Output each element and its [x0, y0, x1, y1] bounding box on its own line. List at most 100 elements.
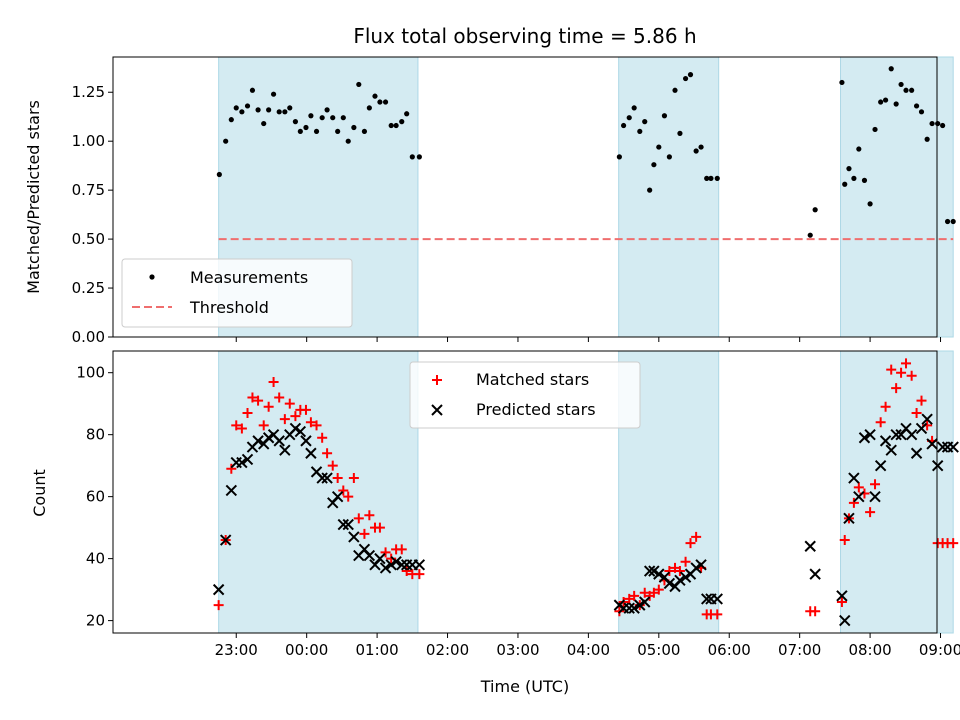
predicted-star-point [711, 593, 723, 605]
predicted-star-point [236, 456, 248, 469]
matched-star-point [300, 404, 311, 415]
measurement-point [878, 99, 884, 105]
measurement-point [935, 120, 941, 127]
measurement-point [708, 175, 714, 181]
measurement-point [266, 107, 272, 113]
measurement-point [287, 105, 293, 111]
y-tick-label: 100 [76, 364, 105, 382]
predicted-star-point [342, 518, 354, 531]
predicted-star-point [700, 593, 713, 605]
axes-frame [112, 350, 938, 634]
measurement-point [372, 93, 378, 99]
measurement-point [330, 115, 336, 121]
predicted-star-point [212, 583, 225, 596]
predicted-star-point [225, 484, 238, 497]
legend-predicted-marker [431, 404, 443, 416]
matched-star-point [364, 510, 375, 521]
matched-star-point [916, 395, 927, 406]
measurement-point [704, 175, 710, 181]
predicted-star-point [910, 447, 923, 459]
legend-measurements-marker [149, 274, 155, 280]
measurement-point [255, 107, 261, 113]
matched-star-point [891, 383, 902, 394]
predicted-star-point [639, 596, 651, 608]
measurement-point [244, 103, 251, 109]
matched-star-point [396, 544, 407, 555]
legend-predicted-label: Predicted stars [476, 400, 596, 419]
matched-star-point [629, 590, 640, 601]
matched-star-point [880, 401, 891, 412]
predicted-star-point [316, 472, 328, 484]
y-tick-label: 0.00 [72, 328, 105, 346]
matched-star-point [213, 600, 224, 611]
predicted-star-point [809, 568, 821, 580]
matched-star-point [911, 407, 922, 418]
matched-star-point [311, 420, 322, 431]
measurement-point [898, 81, 904, 88]
y-tick-label: 20 [86, 612, 105, 630]
predicted-star-point [936, 441, 949, 453]
measurement-point [276, 109, 282, 115]
x-tick-label: 06:00 [708, 641, 751, 659]
matched-star-point [268, 376, 279, 387]
matched-star-point [290, 411, 301, 422]
legend-threshold-label: Threshold [189, 298, 269, 317]
measurement-point [382, 99, 389, 105]
bottom-panel: 23:00 00:00 01:00 02:00 03:00 04:00 05:00 06:00… [76, 350, 960, 659]
predicted-star-point [374, 552, 386, 565]
y-tick-label: 0.50 [72, 230, 105, 248]
predicted-star-point [396, 559, 408, 571]
measurement-point [861, 177, 868, 183]
measurement-point [867, 201, 873, 207]
predicted-star-point [915, 422, 928, 435]
measurement-point [631, 105, 637, 111]
measurement-point [324, 107, 330, 113]
matched-star-point [247, 392, 258, 403]
measurement-point [918, 109, 925, 115]
observing-window [618, 56, 720, 338]
predicted-star-point [931, 459, 944, 472]
x-tick-label: 23:00 [215, 641, 258, 659]
measurement-point [656, 144, 662, 150]
predicted-star-point [921, 413, 933, 425]
matched-star-point [886, 364, 897, 375]
matched-star-point [226, 463, 237, 474]
matched-star-point [414, 569, 425, 580]
predicted-star-point [413, 559, 426, 571]
predicted-star-point [864, 428, 876, 441]
predicted-star-point [858, 432, 871, 444]
measurement-point [239, 109, 245, 115]
measurement-point [228, 117, 234, 123]
matched-star-point [231, 420, 242, 431]
predicted-star-point [874, 459, 887, 472]
measurement-point [714, 175, 720, 181]
measurement-point [913, 103, 920, 109]
measurement-point [672, 87, 678, 93]
matched-star-point [322, 448, 333, 459]
chart-title: Flux total observing time = 5.86 h [353, 24, 696, 48]
x-tick-label: 04:00 [567, 641, 610, 659]
y-tick-label: 1.00 [72, 132, 105, 150]
predicted-star-point [643, 565, 656, 577]
predicted-star-point [885, 444, 897, 456]
top-legend [121, 258, 353, 328]
x-tick-label: 05:00 [637, 641, 680, 659]
measurement-point [345, 138, 351, 144]
matched-star-point [865, 507, 876, 518]
matched-star-point [258, 420, 269, 431]
measurement-point [399, 119, 405, 125]
matched-star-point [839, 535, 850, 546]
predicted-star-point [241, 453, 254, 466]
measurement-point [851, 175, 857, 181]
predicted-star-point [926, 438, 938, 450]
measurement-point [292, 119, 299, 125]
matched-star-point [284, 398, 295, 409]
measurement-point [233, 105, 239, 111]
predicted-star-point [348, 531, 360, 543]
measurement-point [261, 120, 267, 127]
measurement-point [893, 101, 899, 107]
matched-star-point [810, 606, 821, 617]
measurement-point [661, 113, 668, 119]
measurement-point [308, 113, 314, 119]
predicted-star-point [905, 428, 918, 441]
